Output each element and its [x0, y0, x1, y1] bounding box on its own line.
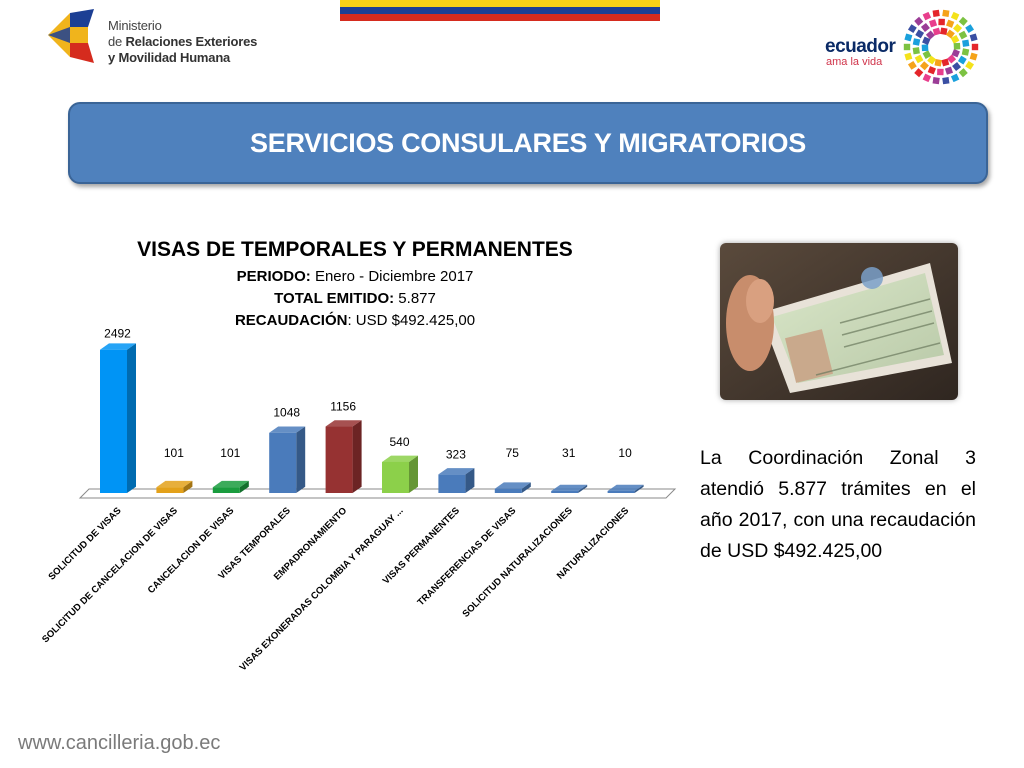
visa-passport-photo	[720, 243, 958, 400]
total-label: TOTAL EMITIDO:	[274, 290, 395, 307]
data-label: 2492	[104, 327, 131, 341]
bar-side	[296, 426, 306, 493]
bar-top	[212, 480, 249, 488]
ministry-line1: Ministerio	[108, 18, 162, 33]
data-label: 323	[446, 447, 466, 461]
bar	[269, 432, 297, 493]
bar-side	[409, 455, 418, 493]
bar-side	[578, 484, 588, 493]
bar-top	[382, 455, 418, 462]
period-row: PERIODO: Enero - Diciembre 2017	[100, 266, 610, 288]
bar	[100, 349, 127, 493]
ministry-name: Ministerio de Relaciones Exteriores y Mo…	[108, 18, 257, 66]
bar	[551, 491, 579, 493]
bar	[212, 487, 240, 493]
bar-top	[494, 482, 531, 489]
bar-side	[239, 480, 249, 493]
bar-top	[325, 420, 362, 427]
bar-top	[156, 480, 193, 488]
data-label: 1156	[330, 400, 356, 414]
revenue-label: RECAUDACIÓN	[234, 312, 348, 329]
brand-tagline: ama la vida	[826, 56, 883, 68]
bar-side	[521, 482, 531, 493]
data-label: 75	[506, 446, 520, 460]
bar-top	[269, 426, 306, 433]
summary-text: La Coordinación Zonal 3 atendió 5.877 tr…	[700, 447, 976, 562]
flag-stripe	[340, 0, 660, 22]
bar-side	[352, 420, 362, 493]
data-label: 540	[389, 435, 409, 449]
brand-sun-icon	[903, 9, 979, 85]
bar-side	[634, 484, 644, 493]
bar	[382, 461, 409, 493]
section-title: SERVICIOS CONSULARES Y MIGRATORIOS	[250, 127, 806, 158]
bar	[156, 487, 184, 493]
revenue-value: : USD $492.425,00	[347, 312, 476, 329]
data-label: 31	[562, 446, 576, 460]
category-label: SOLICITUD NATURALIZACIONES	[460, 505, 574, 619]
bar	[325, 426, 353, 493]
footer-url[interactable]: www.cancilleria.gob.ec	[18, 732, 221, 754]
section-banner: SERVICIOS CONSULARES Y MIGRATORIOS	[68, 102, 988, 184]
chart-header: VISAS DE TEMPORALES Y PERMANENTES PERIOD…	[100, 238, 610, 332]
category-label: TRANSFERENCIAS DE VISAS	[415, 505, 518, 608]
bar-top	[100, 343, 136, 350]
bar-side	[183, 480, 193, 493]
data-label: 101	[220, 446, 240, 460]
revenue-row: RECAUDACIÓN: USD $492.425,00	[100, 310, 610, 332]
ministry-emblem-icon	[48, 9, 94, 63]
bar-top	[607, 484, 644, 491]
bar	[494, 488, 522, 493]
passport-image-icon	[720, 243, 958, 400]
ministry-line3-bold: y Movilidad Humana	[108, 50, 231, 65]
ministry-line2-prefix: de	[108, 34, 126, 49]
data-label: 1048	[273, 406, 300, 420]
ministry-logo	[44, 5, 284, 70]
ministry-line3: y Movilidad Humana	[108, 50, 257, 66]
data-label: 101	[164, 446, 184, 460]
period-value: Enero - Diciembre 2017	[310, 268, 474, 285]
total-row: TOTAL EMITIDO: 5.877	[100, 288, 610, 310]
period-label: PERIODO:	[236, 268, 311, 285]
brand-word: ecuador	[825, 36, 896, 57]
ministry-line2-bold: Relaciones Exteriores	[125, 34, 258, 49]
bar-top	[551, 484, 588, 491]
total-value: 5.877	[394, 290, 436, 307]
ministry-line2: de Relaciones Exteriores	[108, 34, 257, 50]
data-label: 10	[618, 446, 632, 460]
chart-title: VISAS DE TEMPORALES Y PERMANENTES	[137, 238, 573, 261]
bar-side	[127, 343, 136, 493]
bar-top	[438, 468, 475, 475]
bar	[607, 491, 635, 493]
bar	[438, 474, 466, 493]
bar-side	[465, 468, 475, 493]
